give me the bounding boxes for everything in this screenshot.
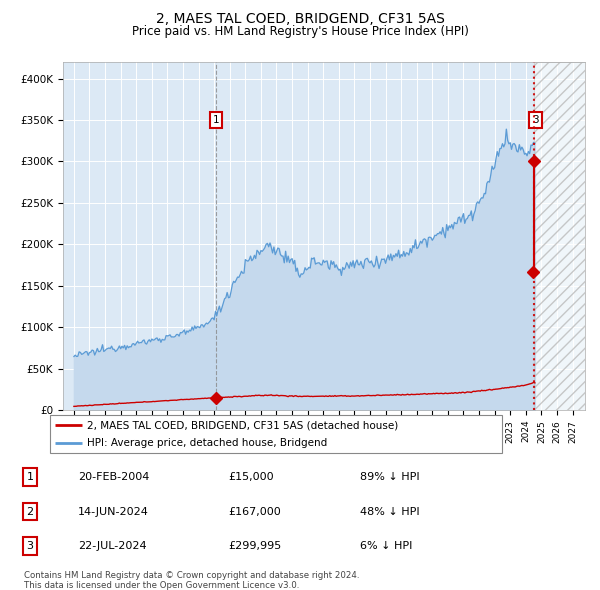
- Text: HPI: Average price, detached house, Bridgend: HPI: Average price, detached house, Brid…: [87, 438, 327, 448]
- Text: 3: 3: [26, 541, 34, 550]
- Text: 22-JUL-2024: 22-JUL-2024: [78, 541, 146, 550]
- Text: Contains HM Land Registry data © Crown copyright and database right 2024.: Contains HM Land Registry data © Crown c…: [24, 571, 359, 580]
- Text: £15,000: £15,000: [228, 473, 274, 482]
- Text: 48% ↓ HPI: 48% ↓ HPI: [360, 507, 419, 516]
- Text: 2: 2: [26, 507, 34, 516]
- Text: This data is licensed under the Open Government Licence v3.0.: This data is licensed under the Open Gov…: [24, 581, 299, 589]
- Text: 1: 1: [213, 115, 220, 125]
- FancyBboxPatch shape: [50, 415, 502, 454]
- Text: 20-FEB-2004: 20-FEB-2004: [78, 473, 149, 482]
- Text: 2, MAES TAL COED, BRIDGEND, CF31 5AS: 2, MAES TAL COED, BRIDGEND, CF31 5AS: [155, 12, 445, 26]
- Text: £167,000: £167,000: [228, 507, 281, 516]
- Text: 6% ↓ HPI: 6% ↓ HPI: [360, 541, 412, 550]
- Bar: [535, 62, 585, 410]
- Text: 3: 3: [533, 115, 539, 125]
- Text: Price paid vs. HM Land Registry's House Price Index (HPI): Price paid vs. HM Land Registry's House …: [131, 25, 469, 38]
- Text: 14-JUN-2024: 14-JUN-2024: [78, 507, 149, 516]
- Text: £299,995: £299,995: [228, 541, 281, 550]
- Bar: [535, 62, 585, 410]
- Text: 2, MAES TAL COED, BRIDGEND, CF31 5AS (detached house): 2, MAES TAL COED, BRIDGEND, CF31 5AS (de…: [87, 420, 398, 430]
- Text: 89% ↓ HPI: 89% ↓ HPI: [360, 473, 419, 482]
- Text: 1: 1: [26, 473, 34, 482]
